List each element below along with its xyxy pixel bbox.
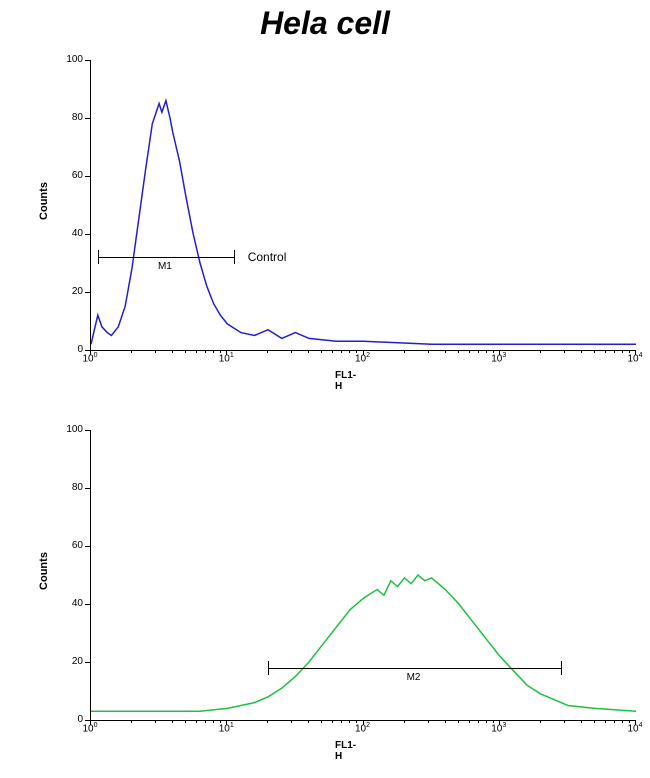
- figure-container: Hela cell Counts FL1-H M1 Control 0 20 40 6…: [0, 0, 650, 778]
- y-tick-label: 60: [45, 540, 83, 551]
- x-axis-label: FL1-H: [335, 370, 356, 392]
- y-tick-label: 100: [45, 424, 83, 435]
- y-tick-label: 0: [45, 344, 83, 355]
- y-tick-label: 60: [45, 170, 83, 181]
- plot-area-bottom: M2: [90, 430, 636, 721]
- y-tick-label: 40: [45, 598, 83, 609]
- y-tick-label: 20: [45, 656, 83, 667]
- y-tick-label: 40: [45, 228, 83, 239]
- histogram-curve-sample: [91, 430, 636, 720]
- marker-label: M1: [158, 261, 172, 272]
- histogram-curve-control: [91, 60, 636, 350]
- y-tick-label: 80: [45, 482, 83, 493]
- y-tick-label: 0: [45, 714, 83, 725]
- plot-area-top: M1 Control: [90, 60, 636, 351]
- annotation-control: Control: [248, 250, 287, 264]
- y-tick-label: 80: [45, 112, 83, 123]
- y-axis-label: Counts: [38, 552, 50, 590]
- x-axis-label: FL1-H: [335, 740, 356, 762]
- marker-label: M2: [407, 672, 421, 683]
- y-axis-label: Counts: [38, 182, 50, 220]
- y-tick-label: 20: [45, 286, 83, 297]
- figure-title: Hela cell: [260, 5, 390, 42]
- y-tick-label: 100: [45, 54, 83, 65]
